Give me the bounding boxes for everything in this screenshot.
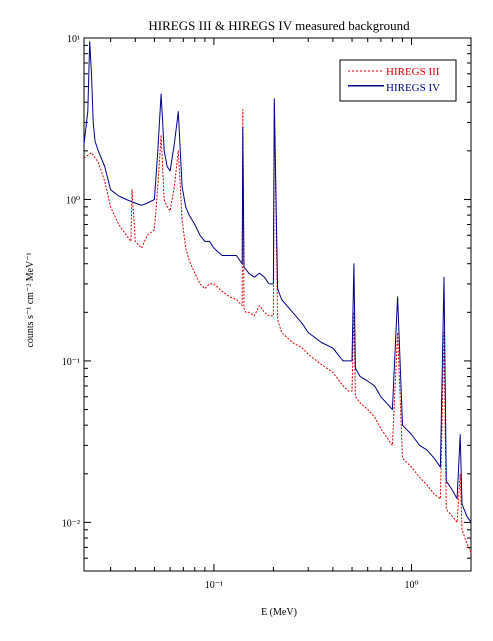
legend-box — [339, 59, 457, 102]
plot-area — [83, 37, 472, 572]
tick-labels: 10⁻¹ 10⁰ 10⁻² 10⁻¹ 10⁰ 10¹ — [62, 34, 419, 591]
y-tick-label: 10¹ — [67, 34, 80, 45]
legend-label-hiregs-iv: HIREGS IV — [386, 82, 440, 94]
series-line-hiregs-iii — [83, 101, 472, 553]
y-tick-label: 10⁻² — [62, 518, 80, 529]
chart-title: HIREGS III & HIREGS IV measured backgrou… — [148, 18, 410, 33]
series-layer — [83, 41, 472, 553]
legend: HIREGS III HIREGS IV — [339, 59, 457, 102]
series-line-hiregs-iv — [83, 41, 472, 523]
legend-label-hiregs-iii: HIREGS III — [386, 66, 440, 78]
plot-frame — [83, 37, 472, 572]
legend-swatch-hiregs-iv — [348, 85, 384, 87]
y-tick-label: 10⁰ — [66, 195, 80, 206]
x-tick-label: 10⁰ — [405, 580, 419, 591]
x-tick-label: 10⁻¹ — [205, 580, 223, 591]
x-axis-label: E (MeV) — [261, 607, 297, 618]
y-axis-label: counts s⁻¹ cm⁻² MeV⁻¹ — [25, 252, 36, 347]
y-tick-label: 10⁻¹ — [62, 357, 80, 368]
ticks — [84, 37, 472, 572]
